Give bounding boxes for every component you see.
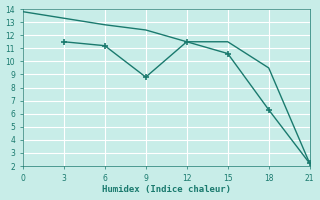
X-axis label: Humidex (Indice chaleur): Humidex (Indice chaleur) [102,185,231,194]
